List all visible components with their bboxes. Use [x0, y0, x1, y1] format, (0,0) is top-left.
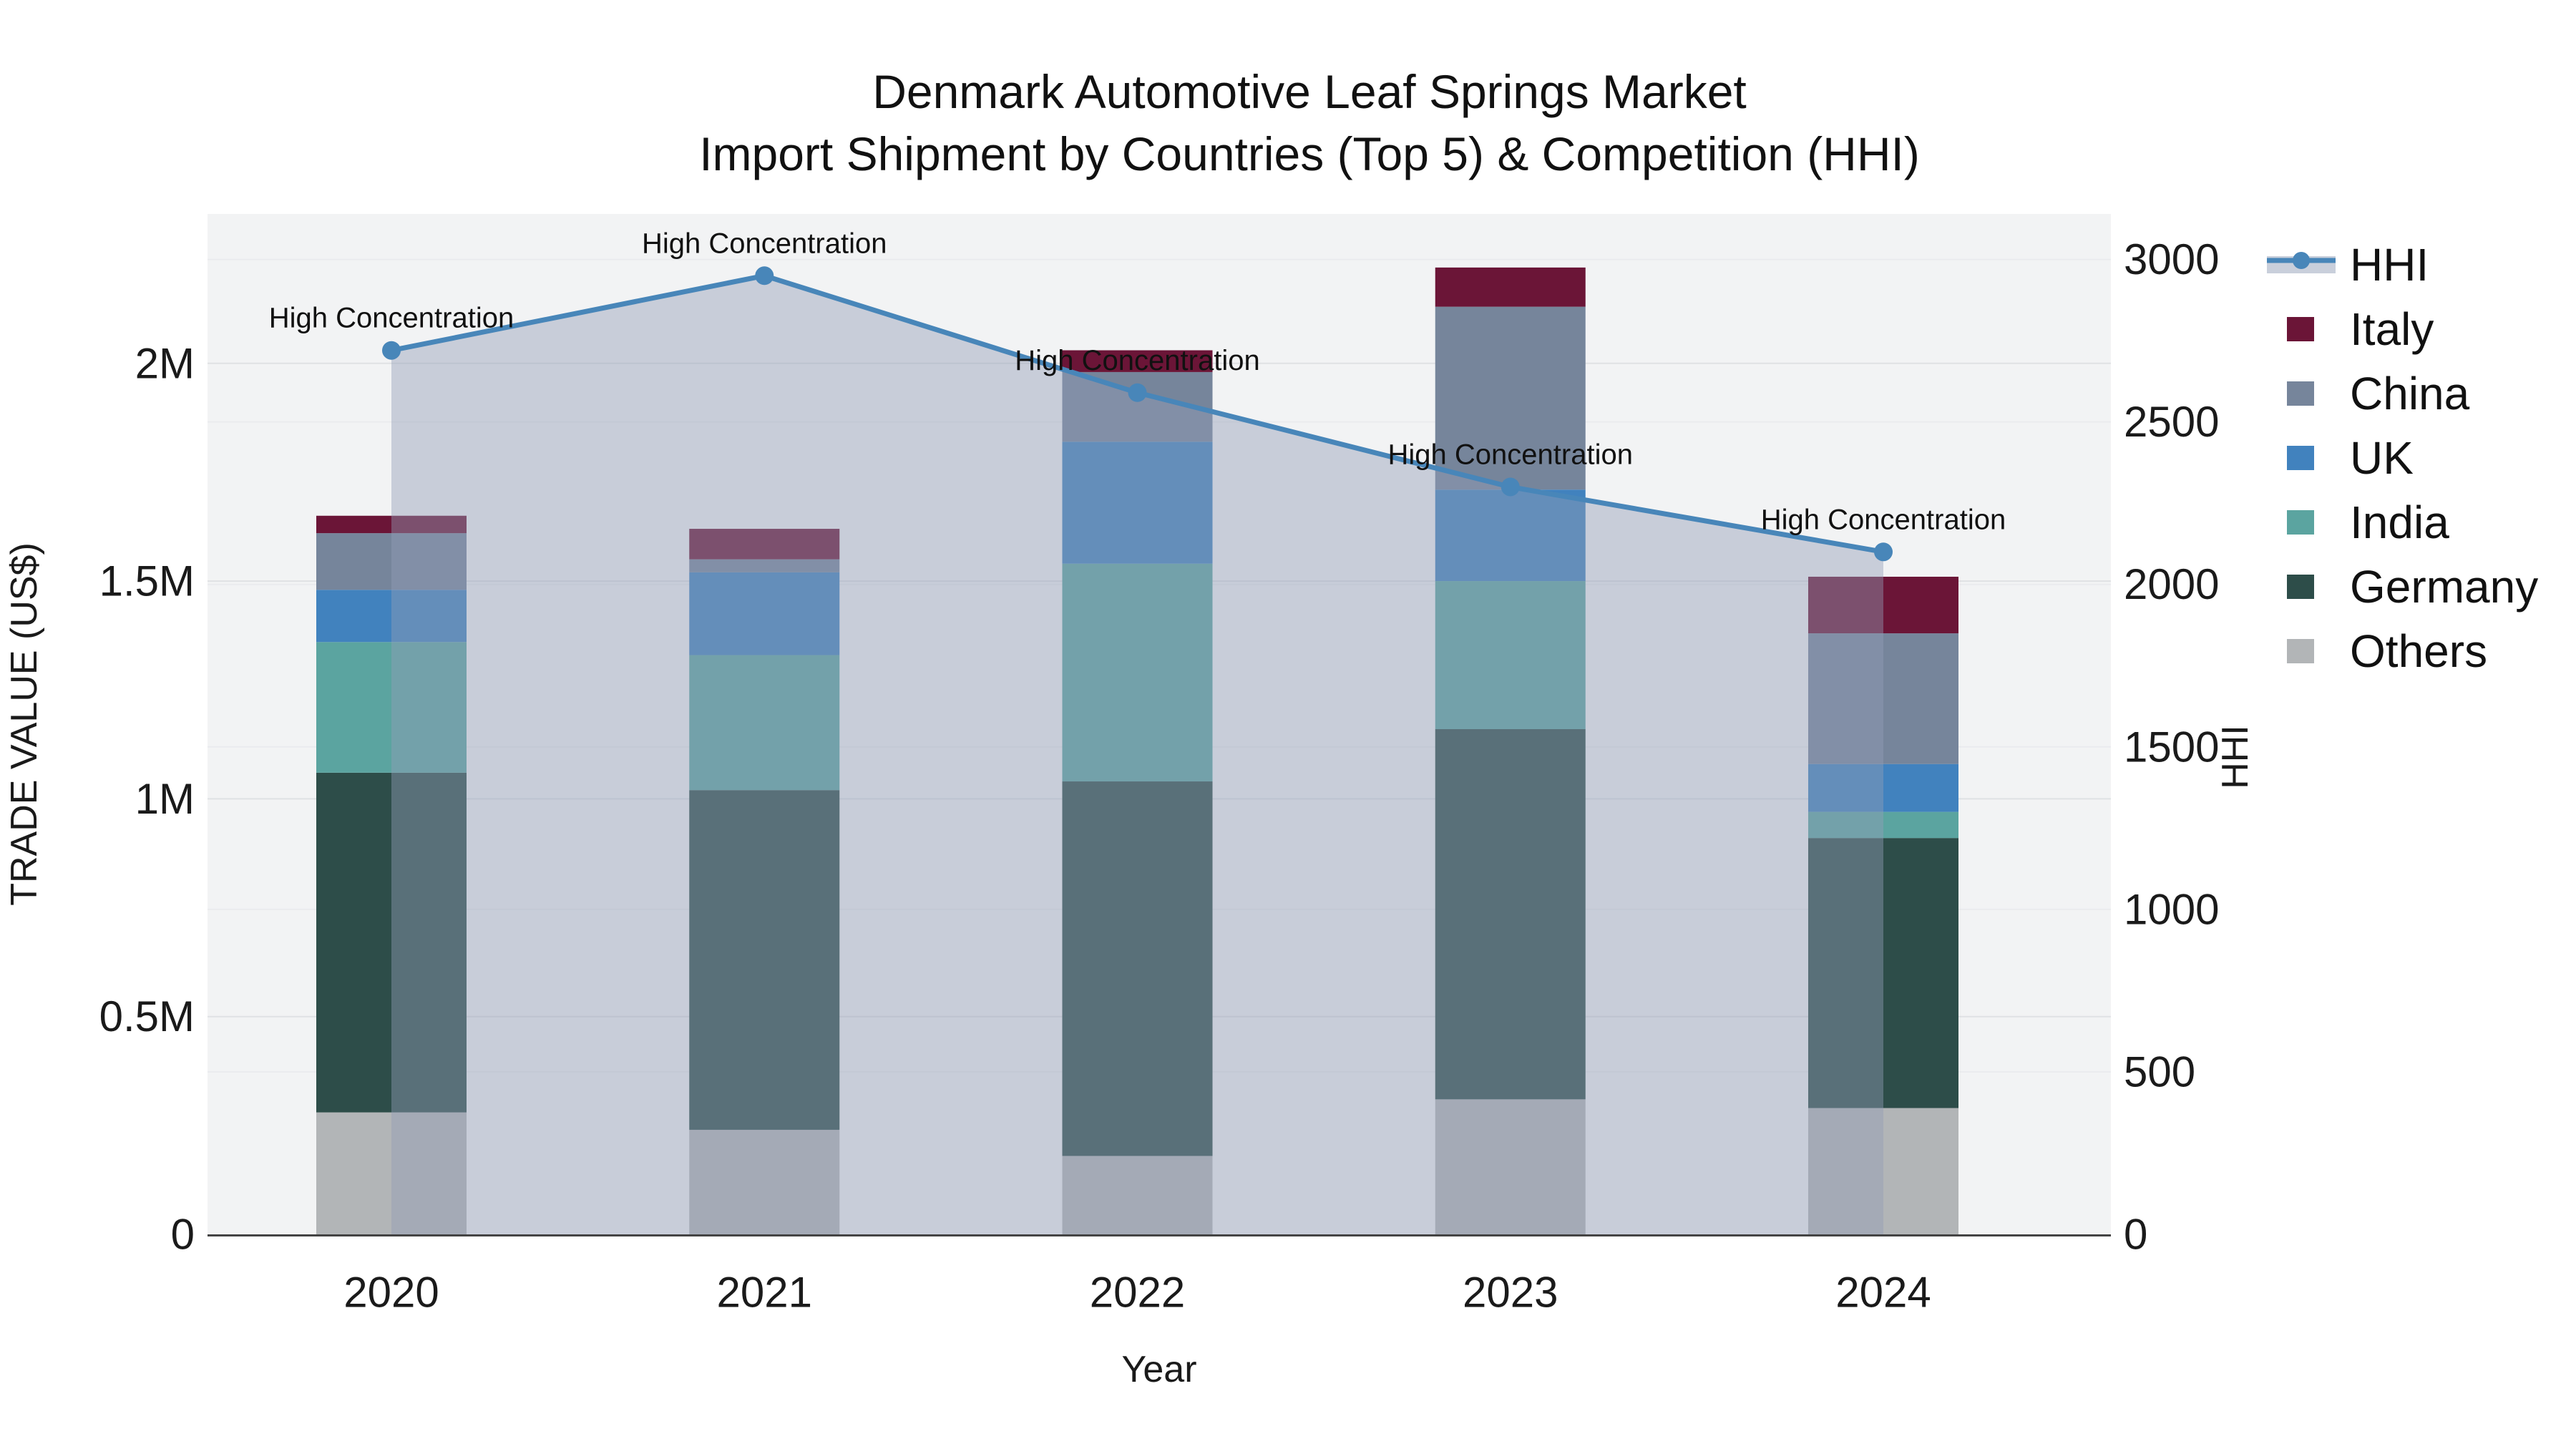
bar-segment-uk-2020[interactable] [316, 590, 467, 643]
bar-segment-china-2021[interactable] [689, 559, 840, 572]
bar-segment-india-2021[interactable] [689, 655, 840, 791]
bar-segment-germany-2020[interactable] [316, 772, 467, 1113]
bar-segment-others-2021[interactable] [689, 1129, 840, 1234]
bar-segment-uk-2022[interactable] [1062, 441, 1213, 564]
x-tick-2022: 2022 [1090, 1269, 1185, 1317]
legend: HHI Italy China UK India Germany Others [2267, 239, 2538, 677]
legend-item-hhi[interactable]: HHI [2267, 239, 2429, 291]
x-axis-title: Year [1121, 1349, 1196, 1390]
bar-segment-india-2024[interactable] [1808, 811, 1958, 839]
legend-label-others: Others [2350, 625, 2487, 677]
bar-segment-others-2022[interactable] [1062, 1156, 1213, 1234]
hhi-marker-2023[interactable] [1501, 477, 1520, 497]
bar-segment-others-2020[interactable] [316, 1112, 467, 1234]
x-tick-2021: 2021 [717, 1269, 812, 1317]
bar-segment-germany-2023[interactable] [1435, 728, 1586, 1100]
bar-segment-italy-2024[interactable] [1808, 576, 1958, 634]
y-axis-title-right: HHI [2215, 725, 2256, 789]
bar-segment-china-2020[interactable] [316, 533, 467, 590]
annotation-2024: High Concentration [1761, 504, 2006, 535]
chart-title-line2: Import Shipment by Countries (Top 5) & C… [699, 127, 1920, 180]
y-tick-left-0: 0 [171, 1211, 195, 1259]
y-axis-title-left: TRADE VALUE (US$) [4, 542, 45, 906]
bar-segment-uk-2024[interactable] [1808, 763, 1958, 812]
legend-swatch-italy [2287, 317, 2314, 341]
bar-segment-italy-2022[interactable] [1062, 350, 1213, 372]
bar-segment-italy-2020[interactable] [316, 515, 467, 534]
bar-segment-germany-2024[interactable] [1808, 838, 1958, 1108]
hhi-marker-2024[interactable] [1874, 542, 1893, 562]
legend-hhi-marker-swatch [2293, 252, 2310, 269]
y-tick-left-1M: 1M [135, 775, 195, 823]
legend-label-uk: UK [2350, 432, 2414, 484]
bar-segment-india-2020[interactable] [316, 642, 467, 773]
bar-segment-italy-2023[interactable] [1435, 267, 1586, 307]
hhi-marker-2021[interactable] [755, 266, 774, 286]
x-tick-2024: 2024 [1835, 1269, 1931, 1317]
legend-item-italy[interactable]: Italy [2287, 303, 2434, 355]
y-tick-left-0.5M: 0.5M [99, 992, 195, 1040]
legend-item-germany[interactable]: Germany [2287, 561, 2538, 613]
legend-label-china: China [2350, 368, 2470, 419]
hhi-marker-2020[interactable] [382, 341, 401, 360]
legend-label-hhi: HHI [2350, 239, 2429, 291]
bar-segment-germany-2021[interactable] [689, 790, 840, 1130]
bar-segment-italy-2021[interactable] [689, 529, 840, 560]
bar-segment-uk-2021[interactable] [689, 572, 840, 655]
stacked-bars [316, 267, 1958, 1234]
bar-segment-india-2023[interactable] [1435, 581, 1586, 729]
chart-title-line1: Denmark Automotive Leaf Springs Market [872, 65, 1747, 118]
legend-swatch-others [2287, 639, 2314, 663]
bar-segment-others-2024[interactable] [1808, 1108, 1958, 1234]
annotation-2023: High Concentration [1388, 439, 1633, 470]
legend-swatch-china [2287, 381, 2314, 406]
y-tick-right-500: 500 [2124, 1048, 2195, 1096]
annotation-2020: High Concentration [269, 303, 514, 334]
annotation-2021: High Concentration [642, 228, 887, 259]
hhi-area-fill [391, 275, 1883, 1234]
y-tick-left-2M: 2M [135, 339, 195, 387]
legend-label-italy: Italy [2350, 303, 2434, 355]
legend-item-others[interactable]: Others [2287, 625, 2487, 677]
legend-label-india: India [2350, 497, 2449, 548]
legend-swatch-germany [2287, 575, 2314, 599]
bar-segment-china-2024[interactable] [1808, 633, 1958, 764]
bar-segment-uk-2023[interactable] [1435, 489, 1586, 582]
x-tick-2023: 2023 [1463, 1269, 1558, 1317]
bar-segment-others-2023[interactable] [1435, 1099, 1586, 1234]
y-tick-right-0: 0 [2124, 1211, 2147, 1259]
y-tick-right-3000: 3000 [2124, 235, 2219, 283]
x-tick-2020: 2020 [343, 1269, 439, 1317]
annotation-2022: High Concentration [1015, 345, 1259, 376]
bar-segment-india-2022[interactable] [1062, 563, 1213, 782]
hhi-line-series [382, 266, 1893, 562]
y-tick-left-1.5M: 1.5M [99, 557, 195, 605]
legend-swatch-uk [2287, 446, 2314, 470]
legend-swatch-india [2287, 510, 2314, 535]
legend-label-germany: Germany [2350, 561, 2538, 613]
legend-item-india[interactable]: India [2287, 497, 2449, 548]
legend-item-uk[interactable]: UK [2287, 432, 2414, 484]
hhi-marker-2022[interactable] [1128, 383, 1147, 402]
bar-segment-china-2023[interactable] [1435, 306, 1586, 490]
annotations: High Concentration High Concentration High… [269, 228, 2006, 535]
axes-and-ticks: 0 0.5M 1M 1.5M 2M 0 500 1000 1500 2000 2500 3000 202… [99, 235, 2220, 1316]
y-tick-right-1000: 1000 [2124, 885, 2219, 933]
hhi-area-polygon [391, 275, 1883, 1234]
y-tick-right-2500: 2500 [2124, 398, 2219, 446]
y-tick-right-2000: 2000 [2124, 560, 2219, 608]
y-tick-right-1500: 1500 [2124, 723, 2219, 771]
legend-item-china[interactable]: China [2287, 368, 2470, 419]
bar-segment-germany-2022[interactable] [1062, 781, 1213, 1156]
